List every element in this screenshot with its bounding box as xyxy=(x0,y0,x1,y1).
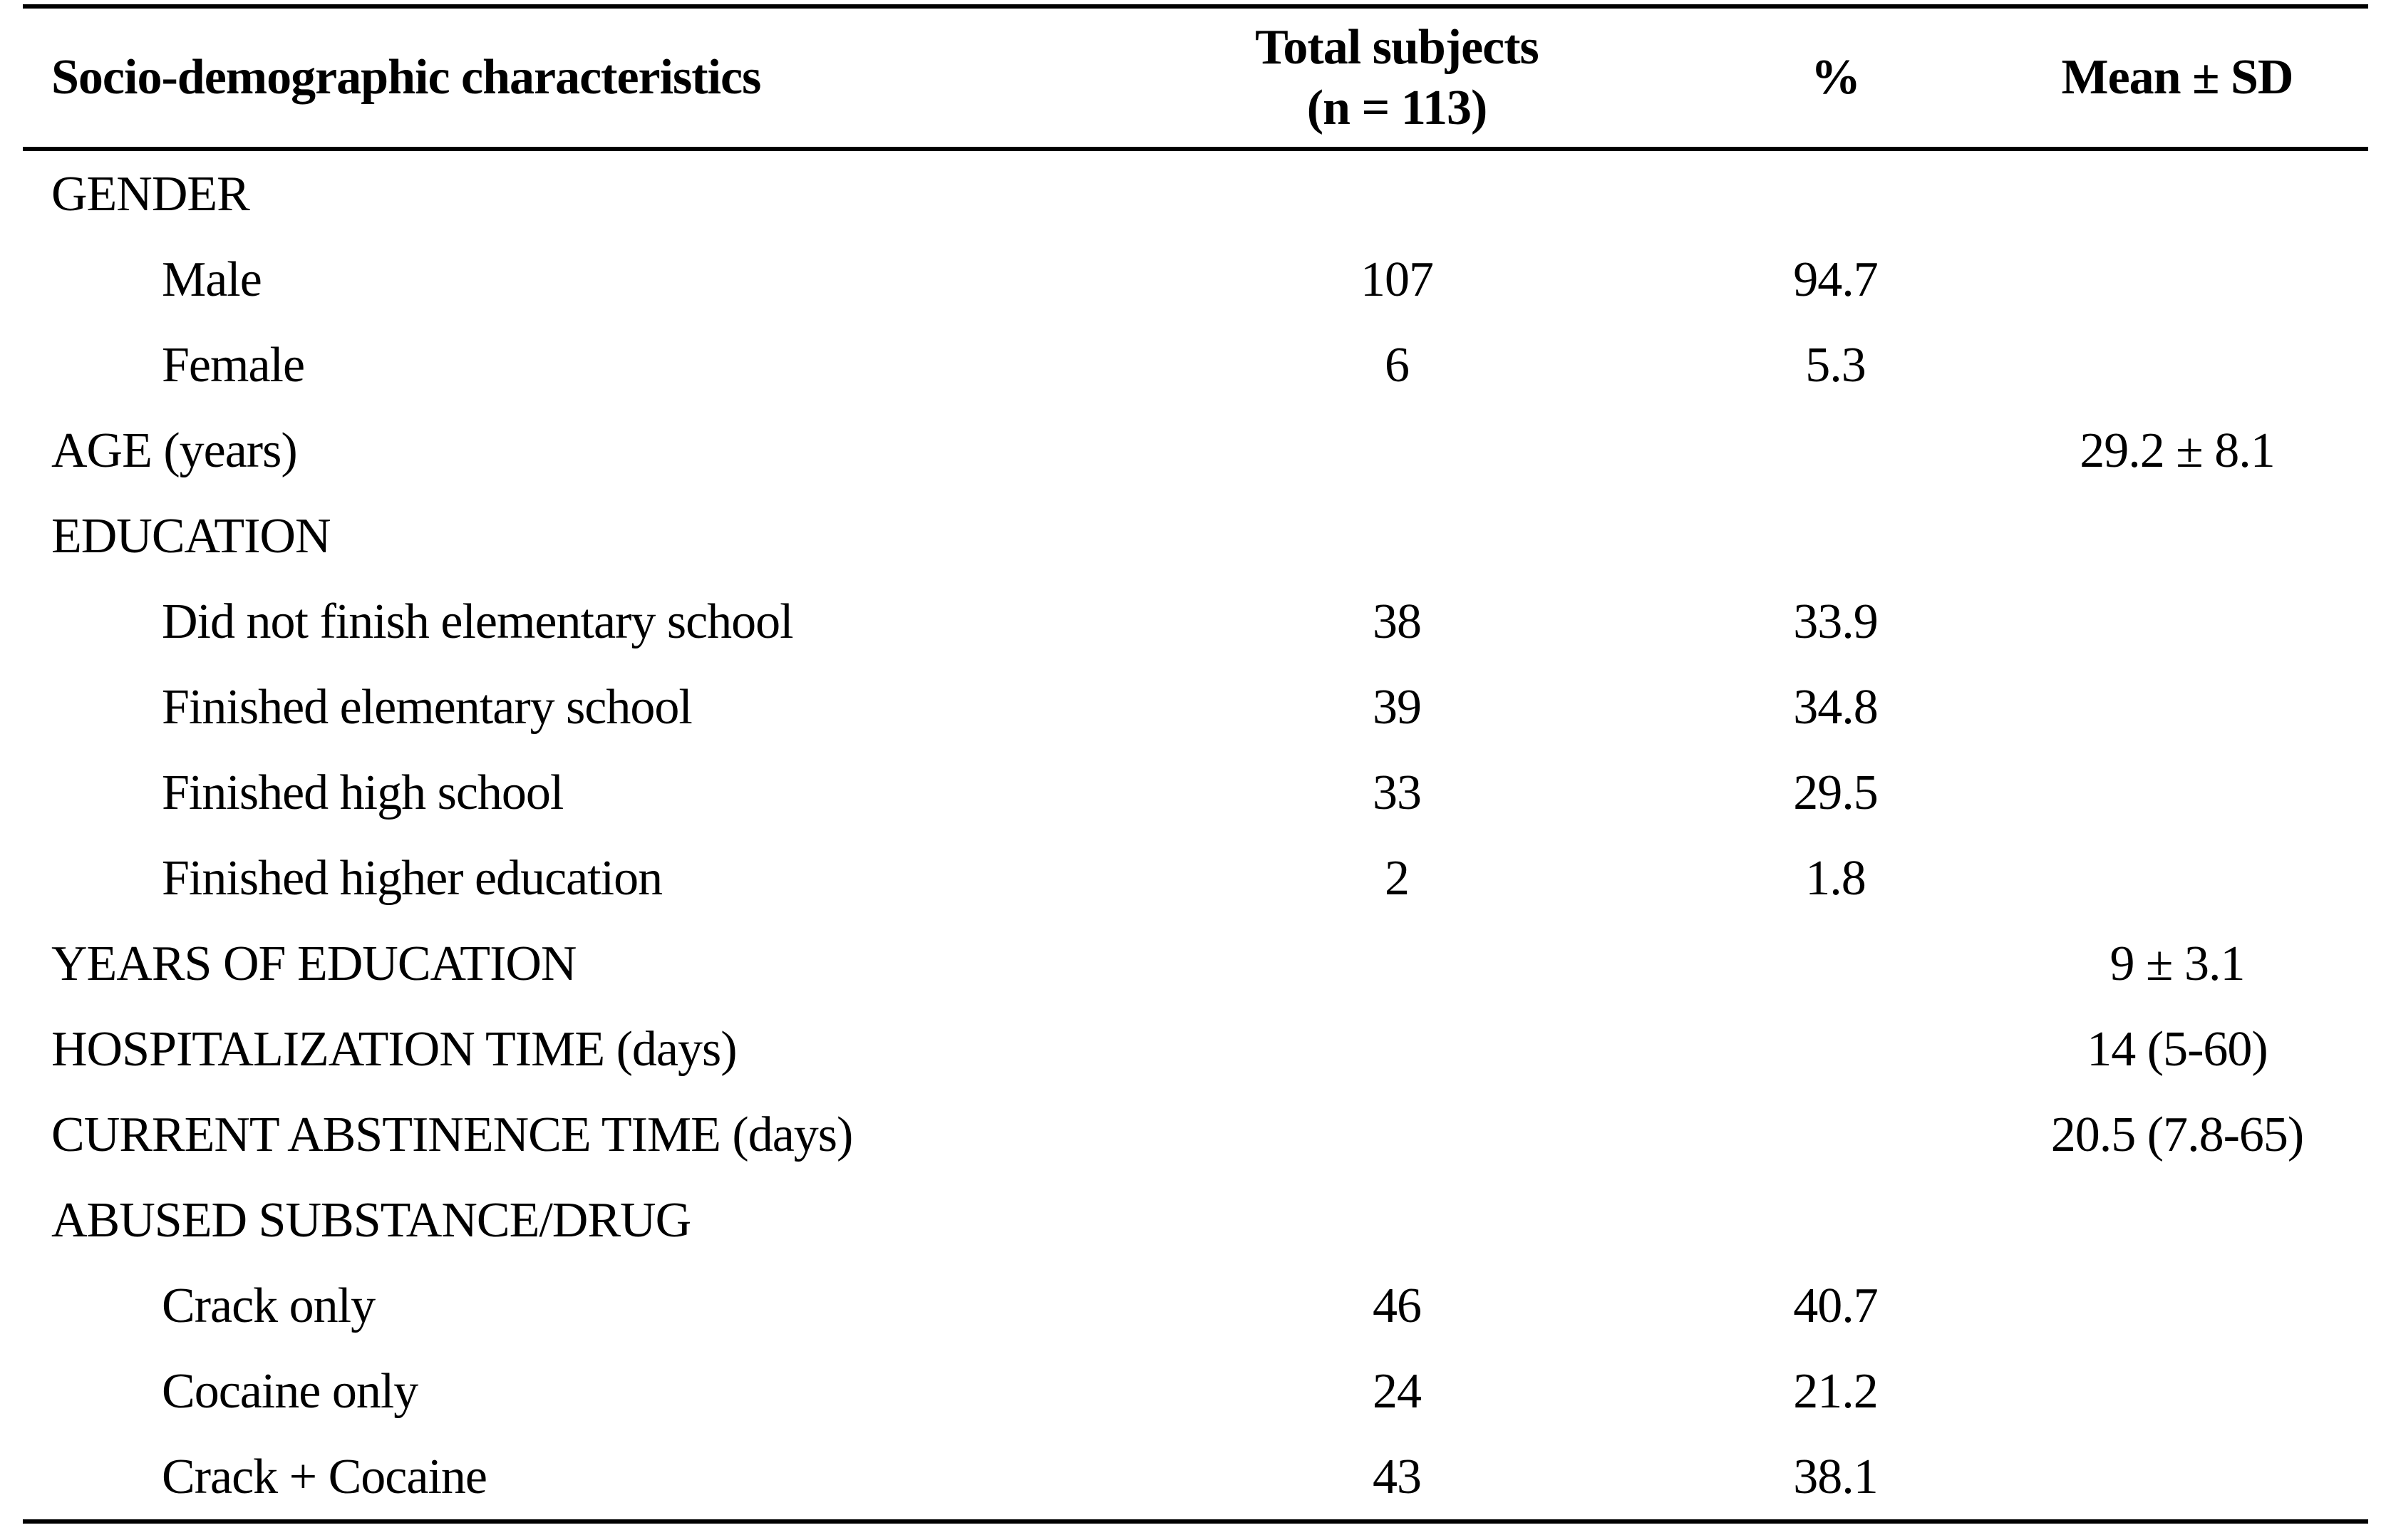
header-characteristics-label: Socio-demographic characteristics xyxy=(51,50,761,105)
header-percent: % xyxy=(1568,6,1986,149)
row-label: AGE (years) xyxy=(51,423,298,478)
cell-mean xyxy=(1986,1177,2368,1263)
cell-mean xyxy=(1986,493,2368,579)
cell-mean xyxy=(1986,1263,2368,1348)
cell-mean: 9 ± 3.1 xyxy=(2109,936,2246,991)
cell-pct: 34.8 xyxy=(1793,679,1879,735)
cell-n xyxy=(1226,408,1568,493)
row-label: Finished high school xyxy=(162,765,564,820)
table-row-female: Female 6 5.3 xyxy=(23,322,2368,408)
table-row-hospitalization-time: HOSPITALIZATION TIME (days) 14 (5-60) xyxy=(23,1006,2368,1092)
row-label: Finished elementary school xyxy=(162,679,693,735)
cell-mean xyxy=(1986,322,2368,408)
cell-pct: 40.7 xyxy=(1793,1278,1879,1333)
cell-n xyxy=(1226,921,1568,1006)
row-label: Female xyxy=(162,337,305,393)
header-percent-label: % xyxy=(1811,50,1861,105)
table-row-current-abstinence-time: CURRENT ABSTINENCE TIME (days) 20.5 (7.8… xyxy=(23,1092,2368,1177)
cell-pct xyxy=(1568,1092,1986,1177)
row-label: EDUCATION xyxy=(51,508,331,564)
header-total-subjects-line2: (n = 113) xyxy=(1306,81,1488,135)
cell-n: 38 xyxy=(1373,594,1422,649)
row-label: HOSPITALIZATION TIME (days) xyxy=(51,1021,738,1077)
table-row-education: EDUCATION xyxy=(23,493,2368,579)
cell-n: 107 xyxy=(1360,252,1434,307)
table-row-did-not-finish-elementary: Did not finish elementary school 38 33.9 xyxy=(23,579,2368,664)
row-label: GENDER xyxy=(51,166,250,222)
cell-n xyxy=(1226,493,1568,579)
cell-mean xyxy=(1986,835,2368,921)
cell-n: 39 xyxy=(1373,679,1422,735)
table-row-years-of-education: YEARS OF EDUCATION 9 ± 3.1 xyxy=(23,921,2368,1006)
cell-n xyxy=(1226,1092,1568,1177)
row-label: Crack only xyxy=(162,1278,376,1333)
row-label: CURRENT ABSTINENCE TIME (days) xyxy=(51,1107,853,1162)
header-mean-sd-label: Mean ± SD xyxy=(2061,50,2294,105)
cell-n xyxy=(1226,1177,1568,1263)
header-total-subjects: Total subjects (n = 113) xyxy=(1226,6,1568,149)
cell-n xyxy=(1226,1006,1568,1092)
cell-pct xyxy=(1568,493,1986,579)
table-row-gender: GENDER xyxy=(23,149,2368,237)
cell-mean xyxy=(1986,1434,2368,1521)
header-total-subjects-line1: Total subjects xyxy=(1255,19,1539,75)
row-label: Male xyxy=(162,252,262,307)
cell-mean: 14 (5-60) xyxy=(2087,1021,2268,1077)
cell-pct xyxy=(1568,1177,1986,1263)
table-row-age: AGE (years) 29.2 ± 8.1 xyxy=(23,408,2368,493)
table-row-male: Male 107 94.7 xyxy=(23,237,2368,322)
cell-pct: 94.7 xyxy=(1793,252,1879,307)
cell-mean xyxy=(1986,149,2368,237)
cell-pct xyxy=(1568,149,1986,237)
cell-n: 43 xyxy=(1373,1449,1422,1504)
header-characteristics: Socio-demographic characteristics xyxy=(23,6,1226,149)
row-label: ABUSED SUBSTANCE/DRUG xyxy=(51,1192,691,1248)
table-header: Socio-demographic characteristics Total … xyxy=(23,6,2368,149)
cell-mean xyxy=(1986,579,2368,664)
table-row-finished-high-school: Finished high school 33 29.5 xyxy=(23,750,2368,835)
table-row-finished-elementary: Finished elementary school 39 34.8 xyxy=(23,664,2368,750)
cell-n: 33 xyxy=(1373,765,1422,820)
cell-n xyxy=(1226,149,1568,237)
cell-pct: 5.3 xyxy=(1805,337,1866,393)
cell-pct: 1.8 xyxy=(1805,850,1866,906)
header-mean-sd: Mean ± SD xyxy=(1986,6,2368,149)
cell-mean xyxy=(1986,1348,2368,1434)
cell-pct xyxy=(1568,408,1986,493)
cell-mean xyxy=(1986,237,2368,322)
cell-pct: 33.9 xyxy=(1793,594,1879,649)
cell-pct: 29.5 xyxy=(1793,765,1879,820)
cell-mean xyxy=(1986,750,2368,835)
row-label: Crack + Cocaine xyxy=(162,1449,487,1504)
cell-n: 46 xyxy=(1373,1278,1422,1333)
cell-n: 2 xyxy=(1385,850,1410,906)
cell-pct: 21.2 xyxy=(1793,1363,1879,1419)
row-label: Cocaine only xyxy=(162,1363,418,1419)
cell-n: 6 xyxy=(1385,337,1410,393)
header-row: Socio-demographic characteristics Total … xyxy=(23,6,2368,149)
table-row-crack-only: Crack only 46 40.7 xyxy=(23,1263,2368,1348)
cell-mean xyxy=(1986,664,2368,750)
cell-pct xyxy=(1568,921,1986,1006)
cell-mean: 29.2 ± 8.1 xyxy=(2080,423,2275,478)
table-row-abused-substance: ABUSED SUBSTANCE/DRUG xyxy=(23,1177,2368,1263)
cell-n: 24 xyxy=(1373,1363,1422,1419)
table-row-finished-higher-education: Finished higher education 2 1.8 xyxy=(23,835,2368,921)
cell-pct xyxy=(1568,1006,1986,1092)
cell-pct: 38.1 xyxy=(1793,1449,1879,1504)
row-label: Did not finish elementary school xyxy=(162,594,794,649)
table-row-cocaine-only: Cocaine only 24 21.2 xyxy=(23,1348,2368,1434)
row-label: YEARS OF EDUCATION xyxy=(51,936,577,991)
socio-demographic-table: Socio-demographic characteristics Total … xyxy=(23,4,2368,1524)
row-label: Finished higher education xyxy=(162,850,663,906)
table-row-crack-plus-cocaine: Crack + Cocaine 43 38.1 xyxy=(23,1434,2368,1521)
cell-mean: 20.5 (7.8-65) xyxy=(2050,1107,2304,1162)
table-body: GENDER Male 107 94.7 Female 6 5.3 AGE (y… xyxy=(23,149,2368,1521)
